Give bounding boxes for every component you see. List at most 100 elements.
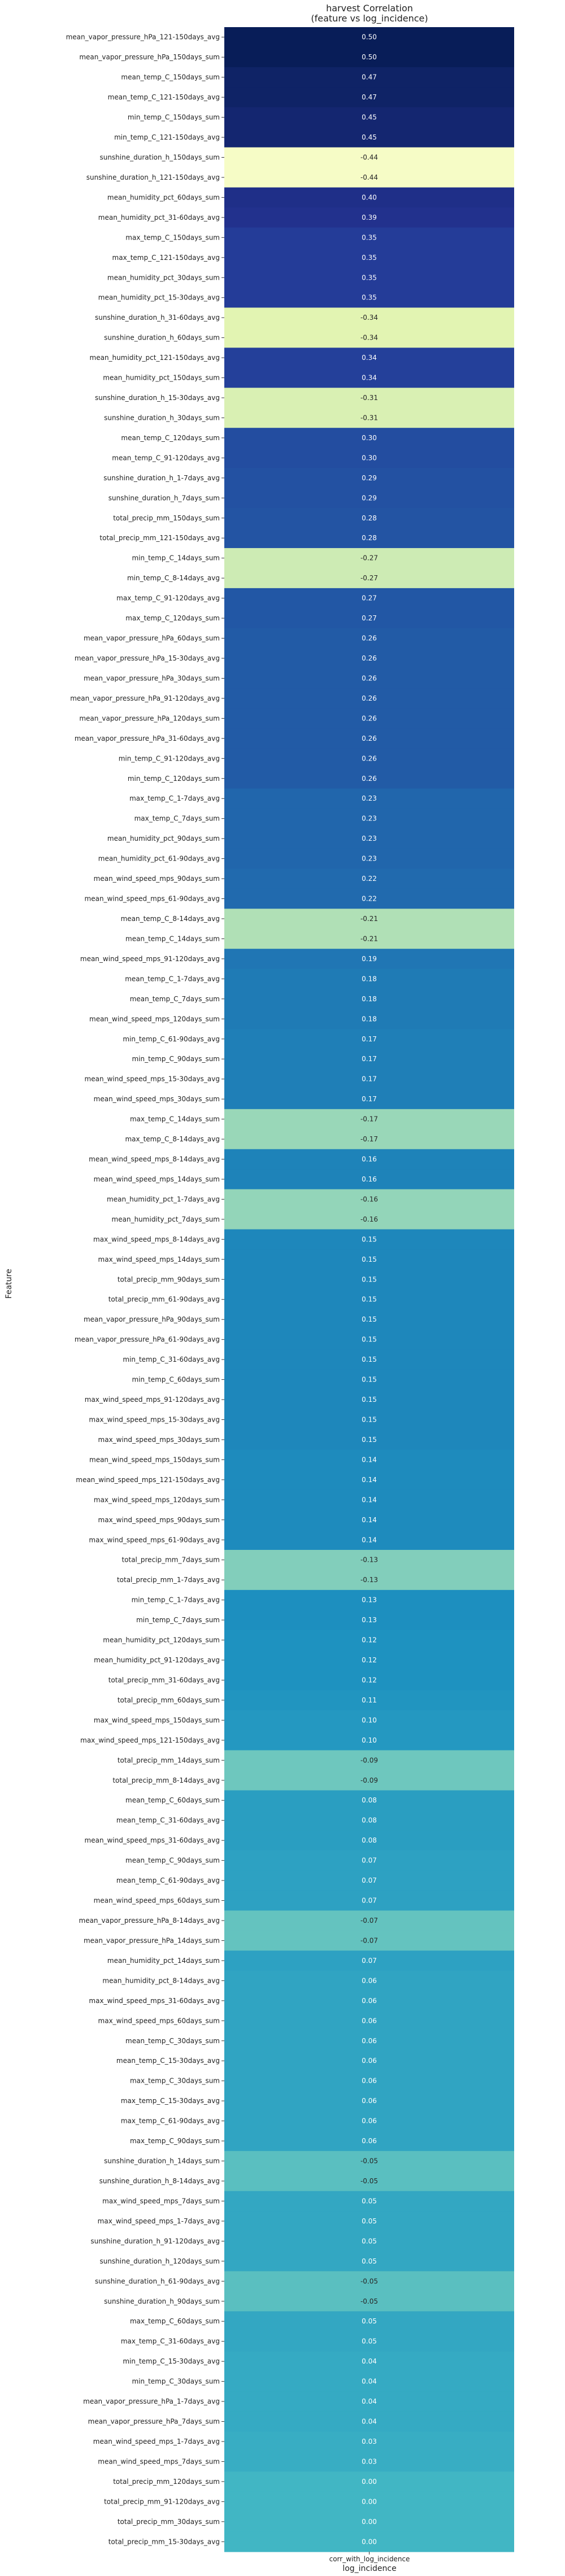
feature-tick-label: total_precip_mm_31-60days_avg bbox=[108, 1676, 220, 1684]
heatmap-cell bbox=[224, 1029, 514, 1050]
heatmap-cell bbox=[224, 227, 514, 248]
cell-value-label: 0.03 bbox=[362, 2438, 377, 2445]
feature-tick-label: max_temp_C_121-150days_avg bbox=[112, 254, 220, 262]
cell-value-label: 0.04 bbox=[362, 2357, 377, 2365]
cell-value-label: 0.06 bbox=[362, 1997, 377, 2005]
cell-value-label: 0.19 bbox=[362, 955, 377, 963]
feature-tick-label: mean_humidity_pct_150days_sum bbox=[103, 374, 220, 382]
cell-value-label: 0.00 bbox=[362, 2497, 377, 2505]
heatmap-cell bbox=[224, 1009, 514, 1029]
cell-value-label: 0.17 bbox=[362, 1055, 377, 1063]
feature-tick-label: max_wind_speed_mps_15-30days_avg bbox=[89, 1415, 220, 1423]
feature-tick-label: max_temp_C_7days_sum bbox=[134, 815, 220, 823]
cell-value-label: 0.15 bbox=[362, 1235, 377, 1243]
feature-tick-label: max_temp_C_120days_sum bbox=[125, 614, 220, 622]
feature-tick-label: min_temp_C_30days_sum bbox=[132, 2378, 220, 2386]
feature-tick-label: mean_vapor_pressure_hPa_121-150days_avg bbox=[66, 33, 220, 41]
feature-tick-label: mean_vapor_pressure_hPa_30days_sum bbox=[84, 674, 220, 682]
cell-value-label: -0.09 bbox=[360, 1756, 378, 1764]
heatmap-cell bbox=[224, 528, 514, 549]
feature-tick-label: mean_wind_speed_mps_60days_sum bbox=[94, 1897, 220, 1905]
feature-tick-label: mean_vapor_pressure_hPa_7days_sum bbox=[88, 2418, 220, 2426]
heatmap-cell bbox=[224, 2471, 514, 2492]
cell-value-label: 0.15 bbox=[362, 1315, 377, 1323]
feature-tick-label: mean_temp_C_1-7days_avg bbox=[125, 975, 220, 983]
feature-tick-label: mean_wind_speed_mps_150days_sum bbox=[89, 1456, 220, 1463]
cell-value-label: -0.17 bbox=[360, 1115, 378, 1123]
feature-tick-label: mean_temp_C_8-14days_avg bbox=[121, 915, 220, 923]
cell-value-label: -0.17 bbox=[360, 1135, 378, 1143]
cell-value-label: -0.07 bbox=[360, 1936, 378, 1944]
cell-value-label: 0.12 bbox=[362, 1636, 377, 1644]
heatmap-cell bbox=[224, 2451, 514, 2472]
feature-tick-label: max_wind_speed_mps_7days_sum bbox=[102, 2197, 220, 2205]
feature-tick-label: max_temp_C_8-14days_avg bbox=[125, 1135, 220, 1143]
cell-value-label: 0.05 bbox=[362, 2237, 377, 2245]
feature-tick-label: total_precip_mm_90days_sum bbox=[118, 1275, 220, 1283]
heatmap-cell bbox=[224, 1610, 514, 1631]
feature-tick-label: mean_vapor_pressure_hPa_150days_sum bbox=[79, 53, 220, 61]
cell-value-label: 0.15 bbox=[362, 1396, 377, 1404]
heatmap-cell bbox=[224, 367, 514, 388]
y-axis-label: Feature bbox=[5, 1269, 14, 1299]
cell-value-label: 0.00 bbox=[362, 2538, 377, 2545]
cell-value-label: 0.05 bbox=[362, 2197, 377, 2205]
feature-tick-label: sunshine_duration_h_8-14days_avg bbox=[99, 2177, 220, 2185]
cell-value-label: 0.13 bbox=[362, 1596, 377, 1604]
heatmap-cell bbox=[224, 788, 514, 809]
cell-value-label: 0.26 bbox=[362, 714, 377, 722]
feature-tick-label: max_temp_C_1-7days_avg bbox=[129, 794, 220, 802]
heatmap-cell bbox=[224, 628, 514, 649]
feature-tick-label: total_precip_mm_120days_sum bbox=[113, 2478, 220, 2486]
feature-tick-label: mean_vapor_pressure_hPa_8-14days_avg bbox=[79, 1917, 220, 1925]
feature-tick-label: mean_vapor_pressure_hPa_31-60days_avg bbox=[75, 735, 220, 742]
heatmap-cell bbox=[224, 287, 514, 309]
feature-tick-label: total_precip_mm_61-90days_avg bbox=[108, 1296, 220, 1304]
cell-value-label: 0.14 bbox=[362, 1516, 377, 1524]
cell-value-label: 0.08 bbox=[362, 1796, 377, 1804]
feature-tick-label: mean_humidity_pct_15-30days_avg bbox=[98, 294, 220, 302]
heatmap-cell bbox=[224, 2512, 514, 2532]
heatmap-cell bbox=[224, 428, 514, 449]
heatmap-cell bbox=[224, 1369, 514, 1390]
feature-tick-label: mean_humidity_pct_31-60days_avg bbox=[98, 214, 220, 221]
heatmap-cells bbox=[224, 27, 514, 2552]
cell-value-label: -0.05 bbox=[360, 2157, 378, 2165]
cell-value-label: 0.07 bbox=[362, 1857, 377, 1865]
cell-value-label: 0.10 bbox=[362, 1716, 377, 1724]
cell-value-label: 0.45 bbox=[362, 133, 377, 141]
heatmap-cell bbox=[224, 909, 514, 929]
heatmap-cell bbox=[224, 1830, 514, 1851]
cell-value-label: 0.17 bbox=[362, 1075, 377, 1083]
feature-tick-label: mean_humidity_pct_120days_sum bbox=[103, 1636, 220, 1644]
cell-value-label: 0.17 bbox=[362, 1095, 377, 1103]
heatmap-cell bbox=[224, 47, 514, 68]
feature-tick-label: mean_humidity_pct_90days_sum bbox=[107, 835, 220, 842]
heatmap-cell bbox=[224, 1269, 514, 1290]
feature-tick-label: mean_vapor_pressure_hPa_61-90days_avg bbox=[75, 1336, 220, 1344]
cell-value-label: -0.13 bbox=[360, 1556, 378, 1564]
feature-tick-label: total_precip_mm_15-30days_avg bbox=[108, 2538, 220, 2545]
feature-tick-label: min_temp_C_120days_sum bbox=[128, 775, 220, 783]
heatmap-cell bbox=[224, 1970, 514, 1991]
cell-value-label: 0.04 bbox=[362, 2378, 377, 2386]
heatmap-cell bbox=[224, 1449, 514, 1470]
feature-tick-label: mean_wind_speed_mps_7days_sum bbox=[98, 2457, 220, 2465]
cell-value-label: 0.15 bbox=[362, 1436, 377, 1444]
cell-value-label: 0.29 bbox=[362, 474, 377, 482]
cell-value-label: 0.06 bbox=[362, 1976, 377, 1984]
cell-value-label: 0.35 bbox=[362, 273, 377, 281]
feature-tick-label: sunshine_duration_h_60days_sum bbox=[104, 334, 220, 342]
feature-tick-label: mean_vapor_pressure_hPa_15-30days_avg bbox=[75, 654, 220, 662]
feature-tick-label: max_temp_C_14days_sum bbox=[130, 1115, 220, 1123]
heatmap-value-labels: 0.50 0.50 0.47 0.47 0.45 0.45 -0.44 -0.44 0.40 0.… bbox=[360, 33, 378, 2546]
heatmap-cell bbox=[224, 448, 514, 468]
cell-value-label: 0.30 bbox=[362, 434, 377, 442]
heatmap-cell bbox=[224, 1049, 514, 1070]
heatmap-cell bbox=[224, 1249, 514, 1270]
heatmap-cell bbox=[224, 888, 514, 909]
heatmap-cell bbox=[224, 488, 514, 509]
feature-tick-label: sunshine_duration_h_7days_sum bbox=[108, 494, 220, 502]
cell-value-label: 0.14 bbox=[362, 1536, 377, 1544]
